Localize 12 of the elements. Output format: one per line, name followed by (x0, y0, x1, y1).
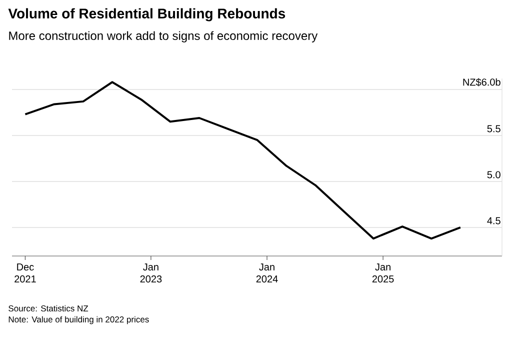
x-tick-label: Jan 2023 (140, 264, 162, 283)
x-tick-label: Dec 2021 (14, 264, 36, 283)
y-tick-label: 5.5 (487, 125, 500, 132)
x-tick-label: Jan 2024 (256, 264, 278, 283)
text: Note: Value of building in 2022 prices (8, 316, 149, 324)
x-tick-label: Jan 2025 (372, 264, 394, 283)
y-tick-label: 5.0 (487, 171, 500, 178)
y-tick-label: NZ$6.0b (463, 78, 500, 86)
chart-subtitle: More construction work add to signs of economic recovery (9, 31, 318, 42)
source-note: Source: Statistics NZ (8, 305, 88, 312)
y-tick-label: 4.5 (487, 217, 500, 224)
chart-title: Volume of Residential Building Rebounds (8, 8, 286, 22)
